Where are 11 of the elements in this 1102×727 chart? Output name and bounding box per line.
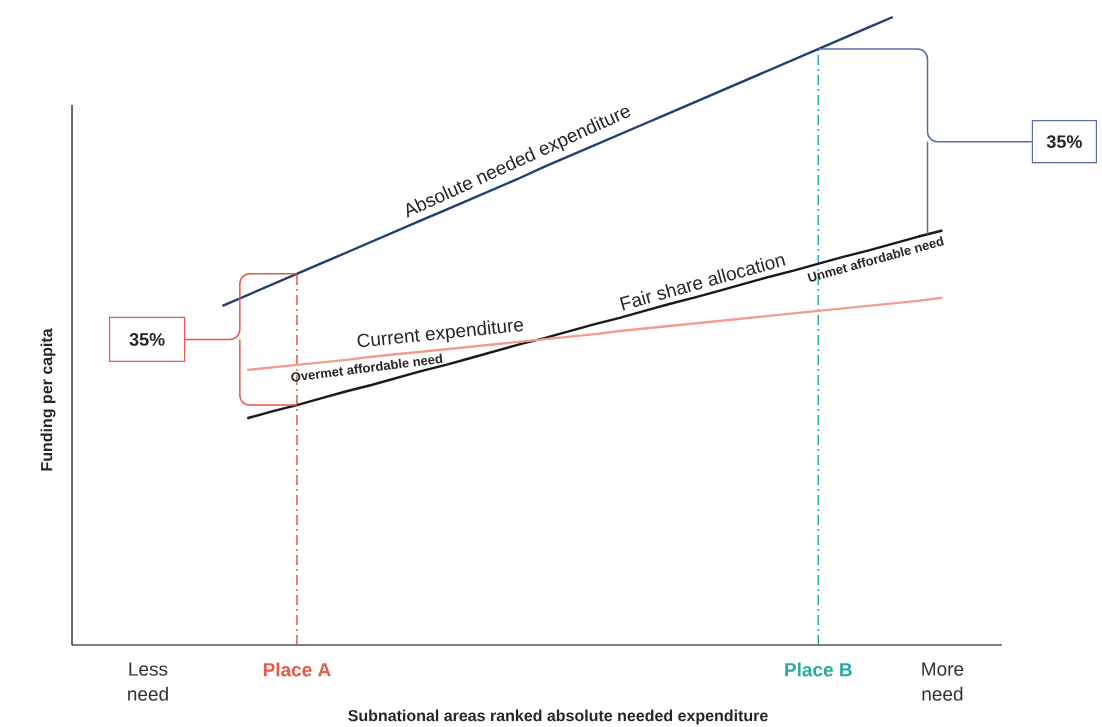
text: 35%: [1046, 135, 1082, 149]
text: Current expenditure: [357, 320, 524, 348]
x-axis-title: Subnational areas ranked absolute needed expenditure: [348, 709, 768, 725]
x-tick-label: Place B: [785, 662, 852, 677]
annotation: 35%: [129, 333, 165, 346]
x-tick-label: More need: [922, 662, 964, 701]
x-tick-label: Less need: [128, 662, 168, 701]
y-axis-title: Funding per capita: [40, 328, 56, 471]
text: Fair share allocation: [619, 256, 786, 311]
x-tick-label: Place A: [263, 662, 331, 677]
annotation: Overmet affordable need: [291, 353, 443, 382]
